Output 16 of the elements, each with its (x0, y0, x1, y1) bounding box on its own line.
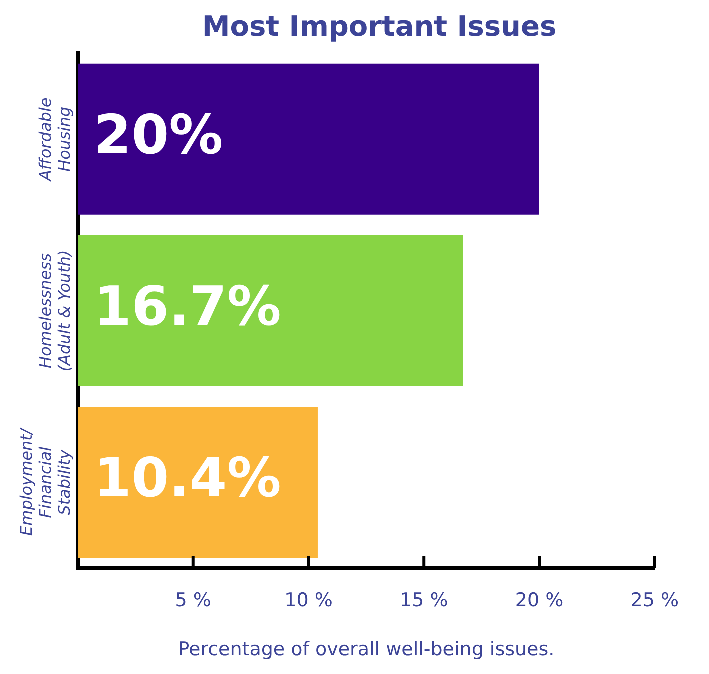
x-tick-label: 15 % (400, 590, 448, 612)
data-label: 20% (94, 103, 224, 166)
data-label: 16.7% (94, 275, 282, 338)
bar (78, 407, 318, 558)
x-tick-label: 20 % (515, 590, 564, 612)
y-tick-label: Homelessness (Adult & Youth) (36, 250, 74, 372)
y-tick-label: Employment/ Financial Stability (17, 428, 74, 536)
x-tick-label: 10 % (284, 590, 333, 612)
x-tick-label: 5 % (175, 590, 212, 612)
bar (78, 235, 464, 387)
data-label: 10.4% (94, 446, 282, 510)
chart-title: Most Important Issues (202, 10, 557, 44)
x-tick-label: 25 % (630, 590, 680, 612)
y-tick-label: Affordable Housing (36, 98, 74, 182)
x-axis-title: Percentage of overall well-being issues. (178, 638, 555, 661)
bar (78, 64, 540, 215)
